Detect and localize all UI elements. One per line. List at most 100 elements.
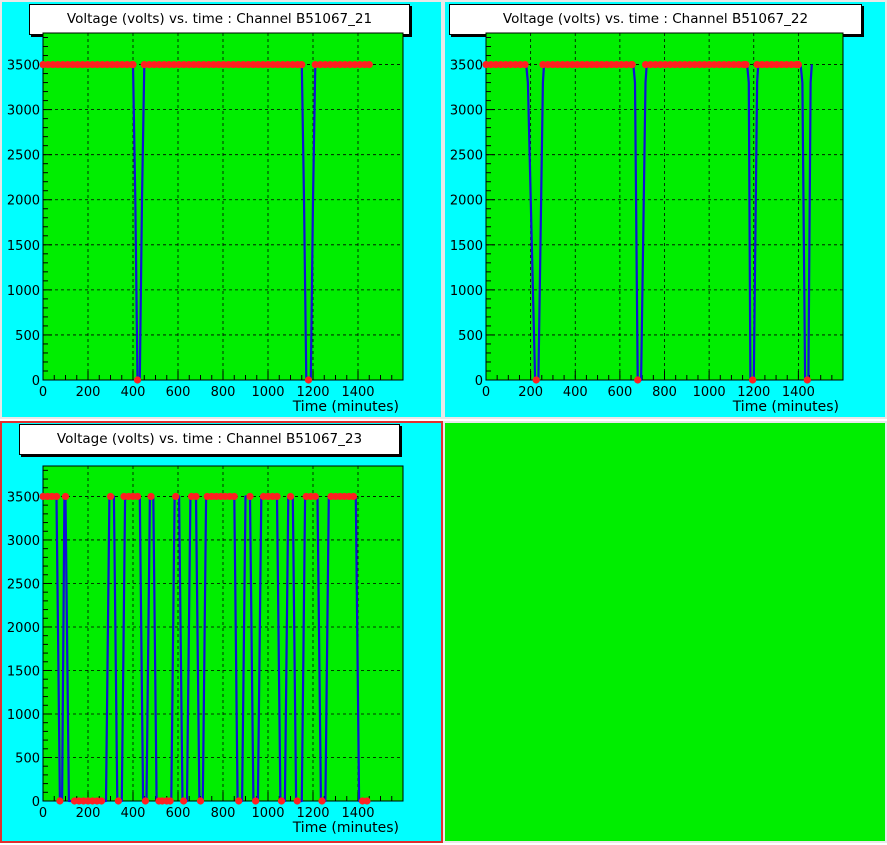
y-tick-label: 2000: [7, 621, 40, 636]
data-point: [252, 797, 260, 805]
y-tick-label: 2500: [450, 149, 483, 164]
data-point: [133, 376, 142, 384]
x-tick-label: 1000: [251, 385, 284, 400]
data-point: [304, 376, 313, 384]
data-point: [264, 60, 272, 69]
y-tick-label: 3000: [7, 104, 40, 119]
x-tick-label: 600: [166, 385, 191, 400]
data-point: [341, 60, 349, 69]
data-point: [214, 60, 223, 69]
chart-pad-2: Voltage (volts) vs. time : Channel B5106…: [443, 0, 887, 419]
data-point: [273, 492, 281, 501]
y-tick-label: 0: [475, 374, 483, 389]
data-point: [279, 60, 287, 69]
data-point: [286, 492, 295, 501]
data-point: [628, 60, 636, 69]
data-point: [79, 60, 87, 69]
data-point: [39, 60, 47, 69]
data-point: [235, 797, 243, 805]
data-point: [145, 60, 153, 69]
x-tick-label: 1200: [737, 385, 770, 400]
x-axis-title: Time (minutes): [292, 820, 399, 836]
data-point: [259, 60, 267, 69]
y-tick-label: 500: [458, 329, 483, 344]
data-point: [195, 60, 203, 69]
data-point: [230, 492, 238, 501]
data-point: [742, 60, 750, 69]
data-point: [356, 60, 364, 69]
y-tick-label: 3500: [7, 59, 40, 74]
data-point: [141, 797, 149, 805]
data-point: [133, 492, 142, 501]
data-point: [196, 797, 205, 805]
data-point: [349, 492, 358, 501]
chart-3: 0 200 400 600 800 1000 1200 1400 0 500 1000 1500 200…: [7, 465, 404, 836]
x-tick-label: 600: [166, 806, 191, 821]
data-point: [200, 60, 208, 69]
data-point: [244, 60, 252, 69]
data-point: [365, 60, 373, 69]
data-point: [175, 60, 183, 69]
data-point: [363, 797, 371, 805]
data-point: [803, 376, 811, 384]
x-tick-label: 600: [607, 385, 632, 400]
data-point: [129, 60, 137, 69]
x-tick-label: 0: [39, 385, 47, 400]
data-point: [114, 797, 122, 805]
y-tick-label: 2000: [7, 194, 40, 209]
data-point: [160, 60, 168, 69]
y-tick-label: 1500: [450, 239, 483, 254]
y-tick-label: 2500: [7, 149, 40, 164]
chart-title: Voltage (volts) vs. time : Channel B5106…: [19, 424, 400, 455]
x-tick-label: 1400: [341, 385, 374, 400]
y-tick-label: 2000: [450, 194, 483, 209]
data-point: [749, 376, 757, 384]
x-tick-label: 1200: [296, 385, 329, 400]
x-tick-label: 200: [518, 385, 543, 400]
data-point: [185, 60, 193, 69]
data-point: [88, 60, 97, 69]
data-point: [123, 60, 131, 69]
chart-pad-3[interactable]: Voltage (volts) vs. time : Channel B5106…: [0, 421, 443, 843]
data-point: [140, 60, 148, 69]
data-point: [293, 797, 301, 805]
data-point: [59, 60, 67, 69]
y-tick-label: 500: [15, 329, 40, 344]
data-point: [147, 492, 155, 501]
data-point: [150, 60, 158, 69]
x-axis-title: Time (minutes): [292, 399, 399, 415]
data-point: [321, 60, 329, 69]
x-tick-label: 200: [76, 806, 101, 821]
x-tick-label: 800: [652, 385, 677, 400]
data-point: [316, 60, 324, 69]
data-point: [74, 60, 82, 69]
y-tick-label: 1000: [7, 284, 40, 299]
y-tick-label: 3000: [450, 104, 483, 119]
y-tick-label: 1500: [7, 664, 40, 679]
y-tick-label: 1000: [450, 284, 483, 299]
y-tick-label: 3500: [7, 490, 40, 505]
y-tick-label: 0: [32, 374, 40, 389]
data-point: [113, 60, 121, 69]
x-tick-label: 1400: [782, 385, 815, 400]
data-point: [336, 60, 344, 69]
data-point: [44, 60, 52, 69]
data-point: [49, 60, 57, 69]
data-point: [166, 797, 174, 805]
y-tick-label: 0: [32, 795, 40, 810]
chart-pad-1: Voltage (volts) vs. time : Channel B5106…: [0, 0, 443, 419]
y-tick-label: 1500: [7, 239, 40, 254]
data-point: [209, 60, 218, 69]
data-point: [311, 492, 319, 501]
data-point: [52, 492, 61, 501]
data-point: [269, 60, 277, 69]
data-point: [103, 60, 111, 69]
data-point: [165, 60, 173, 69]
data-point: [224, 60, 232, 69]
empty-pad[interactable]: [443, 421, 887, 843]
y-tick-label: 1000: [7, 708, 40, 723]
data-point: [108, 60, 116, 69]
chart-1: 0 200 400 600 800 1000 1200 1400 0 500 1000 1500 200…: [7, 32, 404, 415]
data-point: [190, 60, 198, 69]
x-tick-label: 400: [121, 806, 146, 821]
